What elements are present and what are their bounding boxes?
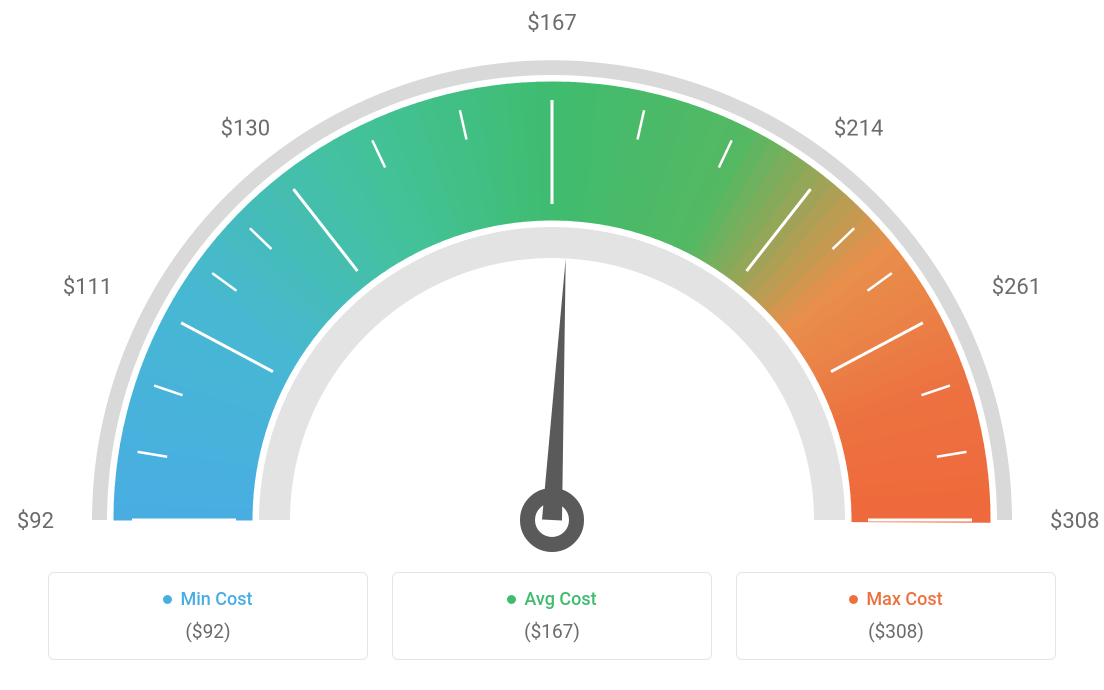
legend-card-min: Min Cost ($92) <box>48 572 368 660</box>
legend-label: Min Cost <box>163 589 252 610</box>
tick-label: $308 <box>1050 509 1099 534</box>
legend-label-text: Min Cost <box>180 589 252 610</box>
tick-label: $130 <box>221 117 270 142</box>
legend-card-max: Max Cost ($308) <box>736 572 1056 660</box>
legend-dot-icon <box>507 595 516 604</box>
cost-gauge: $92 $111 $130 $167 $214 $261 $308 <box>0 0 1104 560</box>
gauge-needle <box>542 258 566 520</box>
legend-card-avg: Avg Cost ($167) <box>392 572 712 660</box>
gauge-svg: $92 $111 $130 $167 $214 $261 $308 <box>0 0 1104 560</box>
tick-label: $92 <box>17 509 54 534</box>
tick-label: $261 <box>992 275 1041 300</box>
legend-label-text: Avg Cost <box>524 589 596 610</box>
legend-dot-icon <box>849 595 858 604</box>
legend-value: ($308) <box>749 620 1043 643</box>
tick-label: $167 <box>527 11 576 36</box>
tick-label: $111 <box>63 275 112 300</box>
tick-label: $214 <box>834 117 883 142</box>
legend-row: Min Cost ($92) Avg Cost ($167) Max Cost … <box>0 572 1104 660</box>
legend-dot-icon <box>163 595 172 604</box>
legend-label-text: Max Cost <box>866 589 942 610</box>
legend-value: ($92) <box>61 620 355 643</box>
legend-label: Avg Cost <box>507 589 596 610</box>
legend-label: Max Cost <box>849 589 942 610</box>
legend-value: ($167) <box>405 620 699 643</box>
